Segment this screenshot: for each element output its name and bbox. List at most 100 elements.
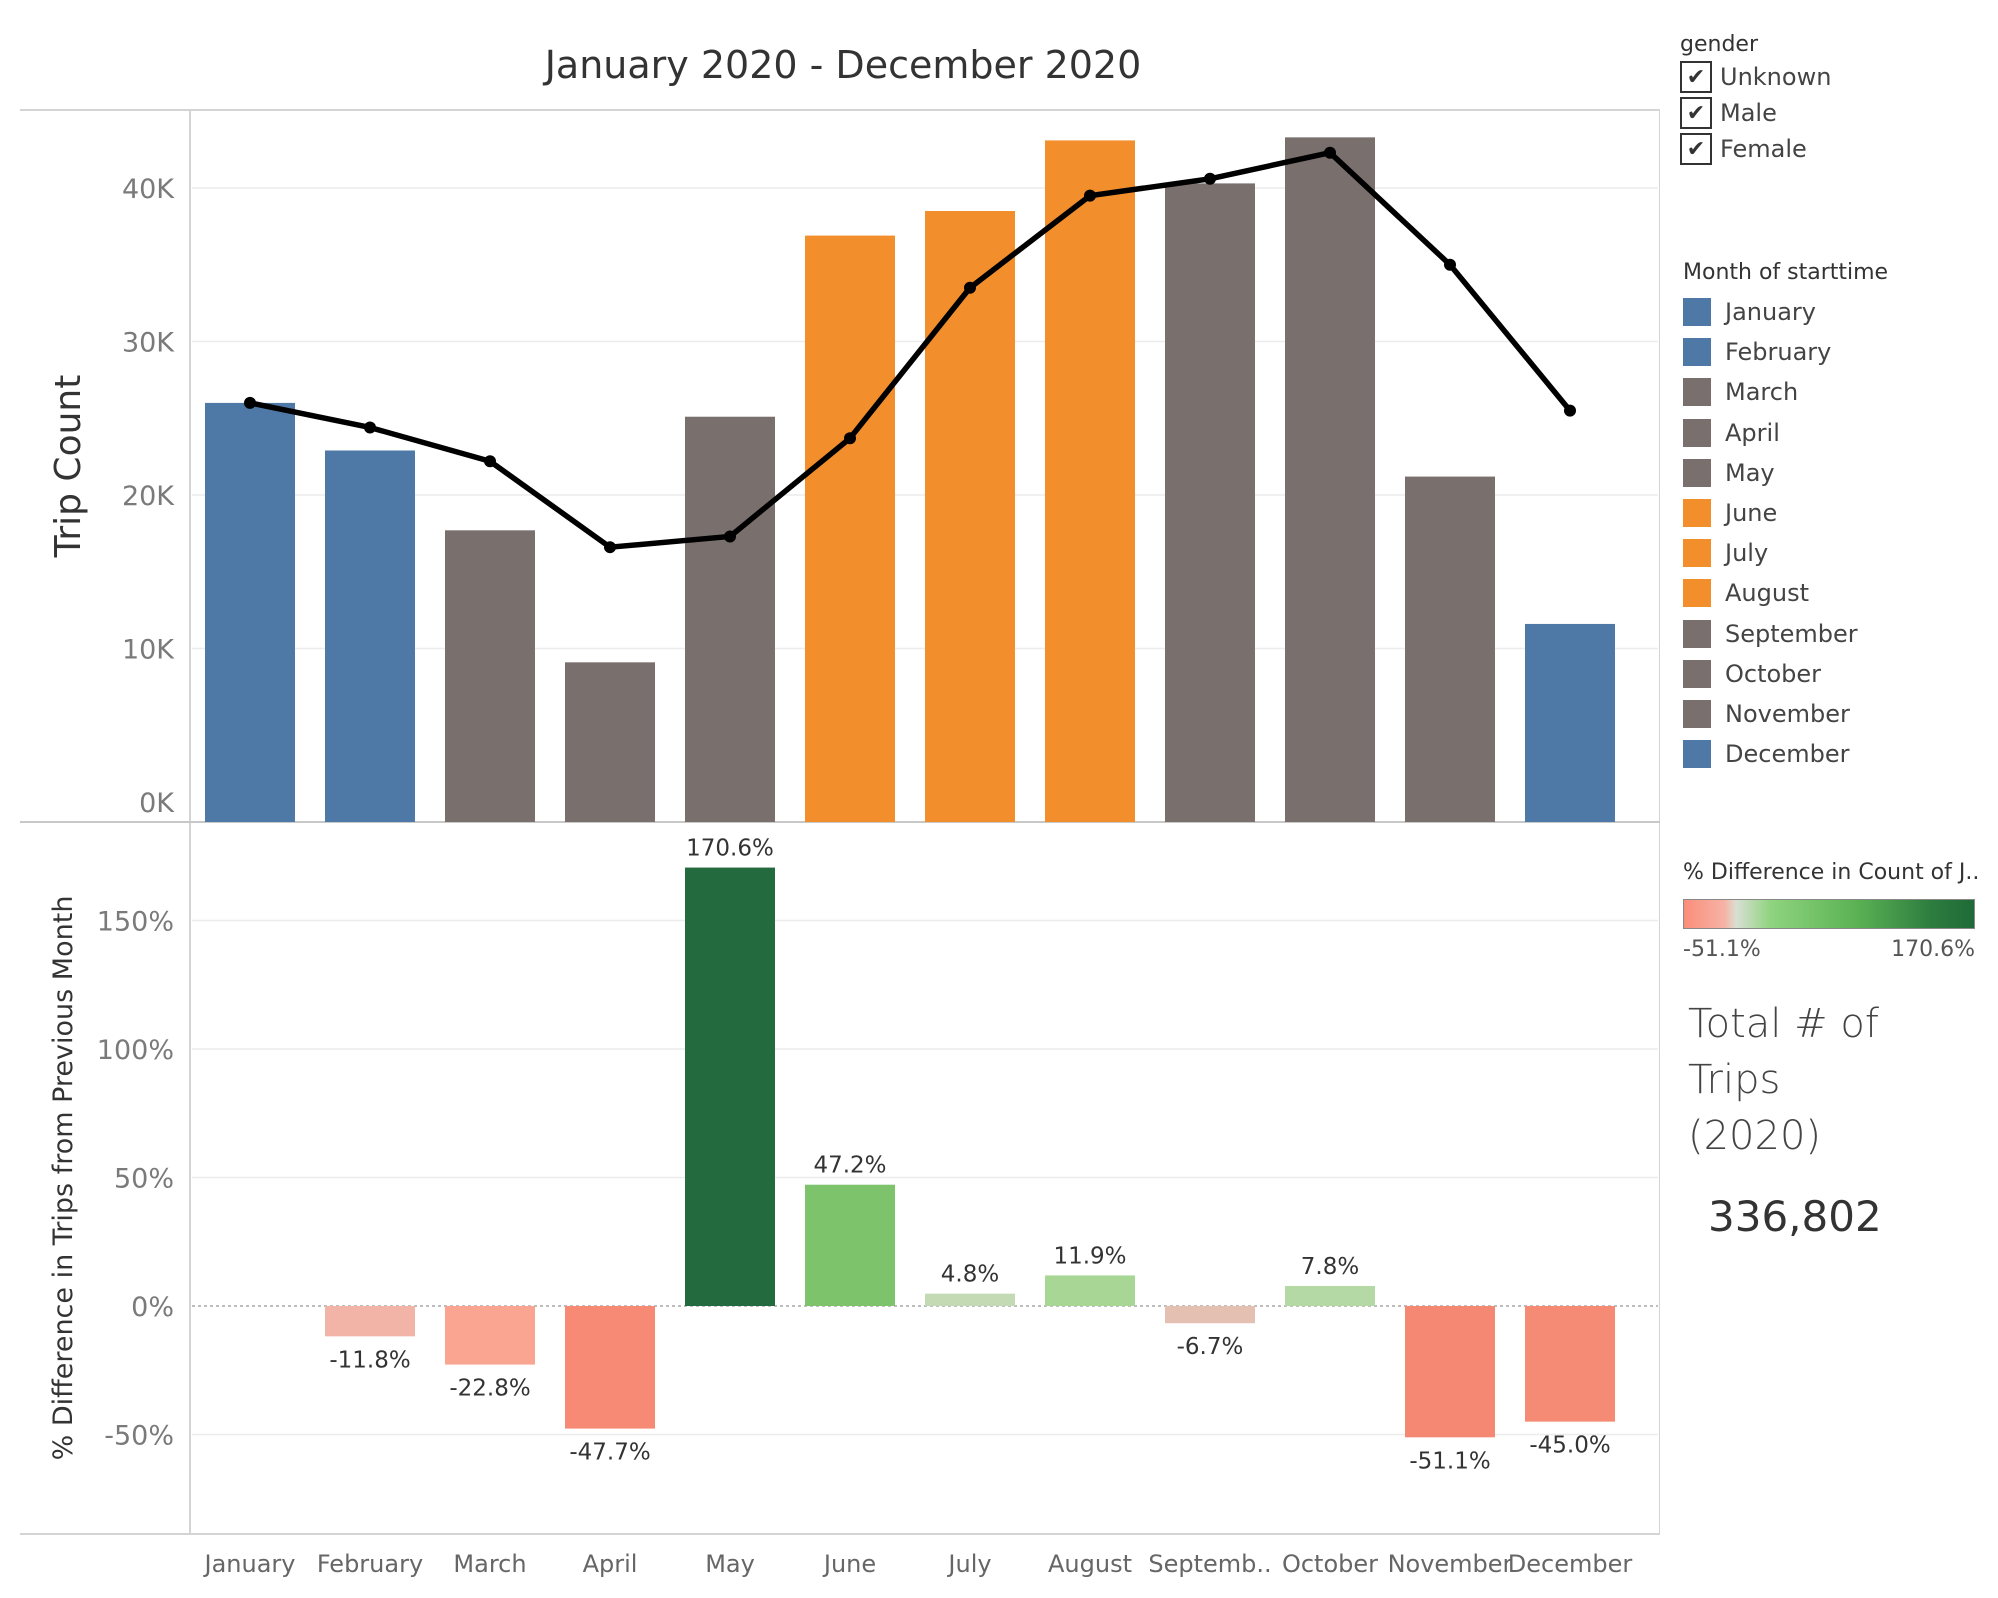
- trend-line: [244, 146, 1576, 554]
- pct-difference-bar: [925, 1293, 1015, 1306]
- month-legend-swatch: [1683, 539, 1711, 568]
- pct-difference-bar: [805, 1184, 895, 1306]
- pct-data-label: -22.8%: [449, 1376, 530, 1402]
- bottom-y-tick-label: 0%: [131, 1292, 174, 1323]
- gender-label: Unknown: [1720, 63, 1832, 91]
- month-legend-swatch: [1683, 699, 1711, 728]
- chart-area: January 2020 - December 2020 0K 10K 20K 30K…: [20, 43, 1660, 1578]
- month-legend-swatch: [1683, 659, 1711, 688]
- month-legend-item[interactable]: October: [1683, 654, 1983, 694]
- pct-legend-max: 170.6%: [1891, 937, 1975, 962]
- month-legend-title: Month of starttime: [1683, 260, 1889, 285]
- gender-checkbox[interactable]: ✔: [1680, 97, 1712, 129]
- gender-label: Male: [1720, 99, 1777, 127]
- top-y-tick-label: 10K: [122, 635, 175, 666]
- month-legend-swatch: [1683, 418, 1711, 447]
- trend-line-point: [724, 530, 736, 543]
- gender-filter-item[interactable]: ✔ Male: [1680, 95, 1980, 131]
- trend-line-point: [1204, 172, 1216, 185]
- top-y-tick-label: 30K: [122, 328, 175, 359]
- pct-data-label: -47.7%: [569, 1440, 650, 1466]
- x-axis-labels: January February March April May June July Augu…: [203, 1550, 1633, 1578]
- trend-line-point: [1564, 404, 1576, 417]
- month-legend-item[interactable]: November: [1683, 694, 1983, 734]
- trip-count-bar: [325, 450, 415, 822]
- month-legend-item[interactable]: February: [1683, 332, 1983, 372]
- bottom-y-tick-label: 50%: [114, 1164, 174, 1195]
- month-legend-label: December: [1725, 740, 1850, 769]
- trip-count-bar: [1285, 137, 1375, 823]
- pct-data-label: -11.8%: [329, 1347, 410, 1373]
- month-legend-swatch: [1683, 378, 1711, 407]
- pct-difference-bars: [325, 867, 1615, 1438]
- trend-line-point: [964, 281, 976, 294]
- month-legend-label: August: [1725, 579, 1809, 608]
- top-y-tick-label: 40K: [122, 174, 175, 205]
- chart-title: January 2020 - December 2020: [543, 43, 1142, 87]
- pct-difference-bar: [1285, 1285, 1375, 1306]
- month-legend-item[interactable]: January: [1683, 292, 1983, 332]
- x-axis-label: January: [203, 1550, 296, 1578]
- trip-count-bars: [205, 137, 1615, 823]
- gender-label: Female: [1720, 135, 1807, 163]
- gender-filter: gender ✔ Unknown ✔ Male ✔ Female: [1680, 32, 1980, 167]
- month-legend: January February March April May June July Augu…: [1683, 292, 1983, 774]
- gender-filter-title: gender: [1680, 32, 1758, 57]
- month-legend-item[interactable]: December: [1683, 734, 1983, 774]
- pct-difference-bar: [565, 1306, 655, 1429]
- x-axis-label: June: [822, 1550, 876, 1578]
- trip-count-bar: [1525, 623, 1615, 822]
- x-axis-label: November: [1388, 1550, 1513, 1578]
- month-legend-label: July: [1725, 539, 1769, 568]
- month-legend-item[interactable]: May: [1683, 453, 1983, 493]
- month-legend-swatch: [1683, 740, 1711, 769]
- month-legend-item[interactable]: April: [1683, 413, 1983, 453]
- month-legend-swatch: [1683, 298, 1711, 327]
- trend-line-point: [1324, 146, 1336, 159]
- month-legend-label: September: [1725, 619, 1858, 648]
- pct-difference-labels: -11.8% -22.8% -47.7% 170.6% 47.2% 4.8% 11.9% -6…: [329, 836, 1610, 1475]
- top-y-tick-label: 0K: [139, 788, 175, 819]
- gender-checkbox[interactable]: ✔: [1680, 133, 1712, 165]
- month-legend-item[interactable]: September: [1683, 614, 1983, 654]
- month-legend-label: January: [1725, 298, 1816, 327]
- gender-filter-item[interactable]: ✔ Unknown: [1680, 59, 1980, 95]
- pct-difference-bar: [445, 1306, 535, 1365]
- pct-legend-title: % Difference in Count of J..: [1683, 860, 1980, 885]
- pct-difference-bar: [685, 867, 775, 1306]
- top-y-tick-label: 20K: [122, 481, 175, 512]
- month-legend-item[interactable]: June: [1683, 493, 1983, 533]
- month-legend-swatch: [1683, 338, 1711, 367]
- total-label-line3: (2020): [1688, 1113, 1822, 1159]
- month-legend-label: February: [1725, 338, 1832, 367]
- top-y-axis-title: Trip Count: [48, 375, 89, 559]
- month-legend-swatch: [1683, 499, 1711, 528]
- gender-checkbox[interactable]: ✔: [1680, 61, 1712, 93]
- trip-count-bar: [1405, 476, 1495, 822]
- trip-count-bar: [1045, 140, 1135, 823]
- pct-data-label: 4.8%: [941, 1262, 999, 1288]
- month-legend-item[interactable]: March: [1683, 372, 1983, 412]
- month-legend-item[interactable]: July: [1683, 533, 1983, 573]
- bottom-y-tick-label: 100%: [97, 1035, 174, 1066]
- x-axis-label: October: [1282, 1550, 1378, 1578]
- month-legend-item[interactable]: August: [1683, 573, 1983, 613]
- month-legend-label: June: [1725, 499, 1778, 528]
- pct-data-label: 11.9%: [1053, 1243, 1126, 1269]
- pct-data-label: 170.6%: [686, 836, 774, 862]
- month-legend-label: October: [1725, 659, 1822, 688]
- trend-line-point: [1444, 258, 1456, 271]
- month-legend-swatch: [1683, 619, 1711, 648]
- gender-filter-item[interactable]: ✔ Female: [1680, 131, 1980, 167]
- total-trips-value: 336,802: [1708, 1192, 1882, 1241]
- top-y-axis-ticks: 0K 10K 20K 30K 40K: [122, 174, 175, 819]
- month-legend-swatch: [1683, 579, 1711, 608]
- x-axis-label: July: [946, 1550, 991, 1578]
- trip-count-bar: [565, 662, 655, 822]
- bottom-y-axis-ticks: -50% 0% 50% 100% 150%: [97, 907, 174, 1452]
- pct-difference-bar: [1165, 1306, 1255, 1324]
- pct-data-label: 7.8%: [1301, 1254, 1359, 1280]
- month-legend-label: March: [1725, 378, 1799, 407]
- pct-data-label: -51.1%: [1409, 1448, 1490, 1474]
- trip-count-bar: [925, 211, 1015, 822]
